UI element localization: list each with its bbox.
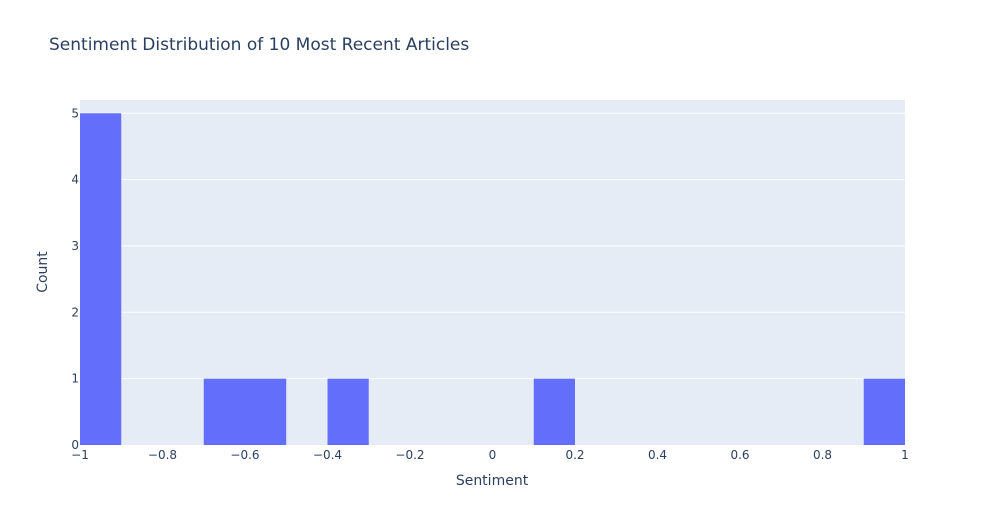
y-tick-label: 3 [71,239,79,253]
x-tick-label: −0.6 [230,448,259,462]
x-tick-label: 0 [489,448,497,462]
x-axis-ticks: −1 −0.8 −0.6 −0.4 −0.2 0 0.2 0.4 0.6 0.8 1 [71,448,909,462]
x-tick-label: −0.4 [313,448,342,462]
x-tick-label: −0.2 [395,448,424,462]
histogram-bar [533,378,575,445]
bars [80,113,905,446]
histogram-bar [80,113,122,446]
x-tick-label: −1 [71,448,89,462]
y-tick-label: 4 [71,173,79,187]
x-axis-title: Sentiment [456,473,529,489]
x-tick-label: 0.6 [730,448,749,462]
chart-title: Sentiment Distribution of 10 Most Recent… [49,35,469,55]
histogram-bar [203,378,245,445]
y-tick-label: 2 [71,305,79,319]
x-tick-label: −0.8 [148,448,177,462]
histogram-bar [327,378,369,445]
x-tick-label: 0.2 [565,448,584,462]
y-tick-label: 0 [71,438,79,452]
y-axis-ticks: 0 1 2 3 4 5 [71,106,79,452]
histogram-bar [863,378,905,445]
y-tick-label: 1 [71,372,79,386]
y-axis-title: Count [35,251,51,293]
histogram-bar [245,378,287,445]
x-tick-label: 0.4 [648,448,667,462]
x-tick-label: 0.8 [813,448,832,462]
y-tick-label: 5 [71,106,79,120]
x-tick-label: 1 [901,448,909,462]
